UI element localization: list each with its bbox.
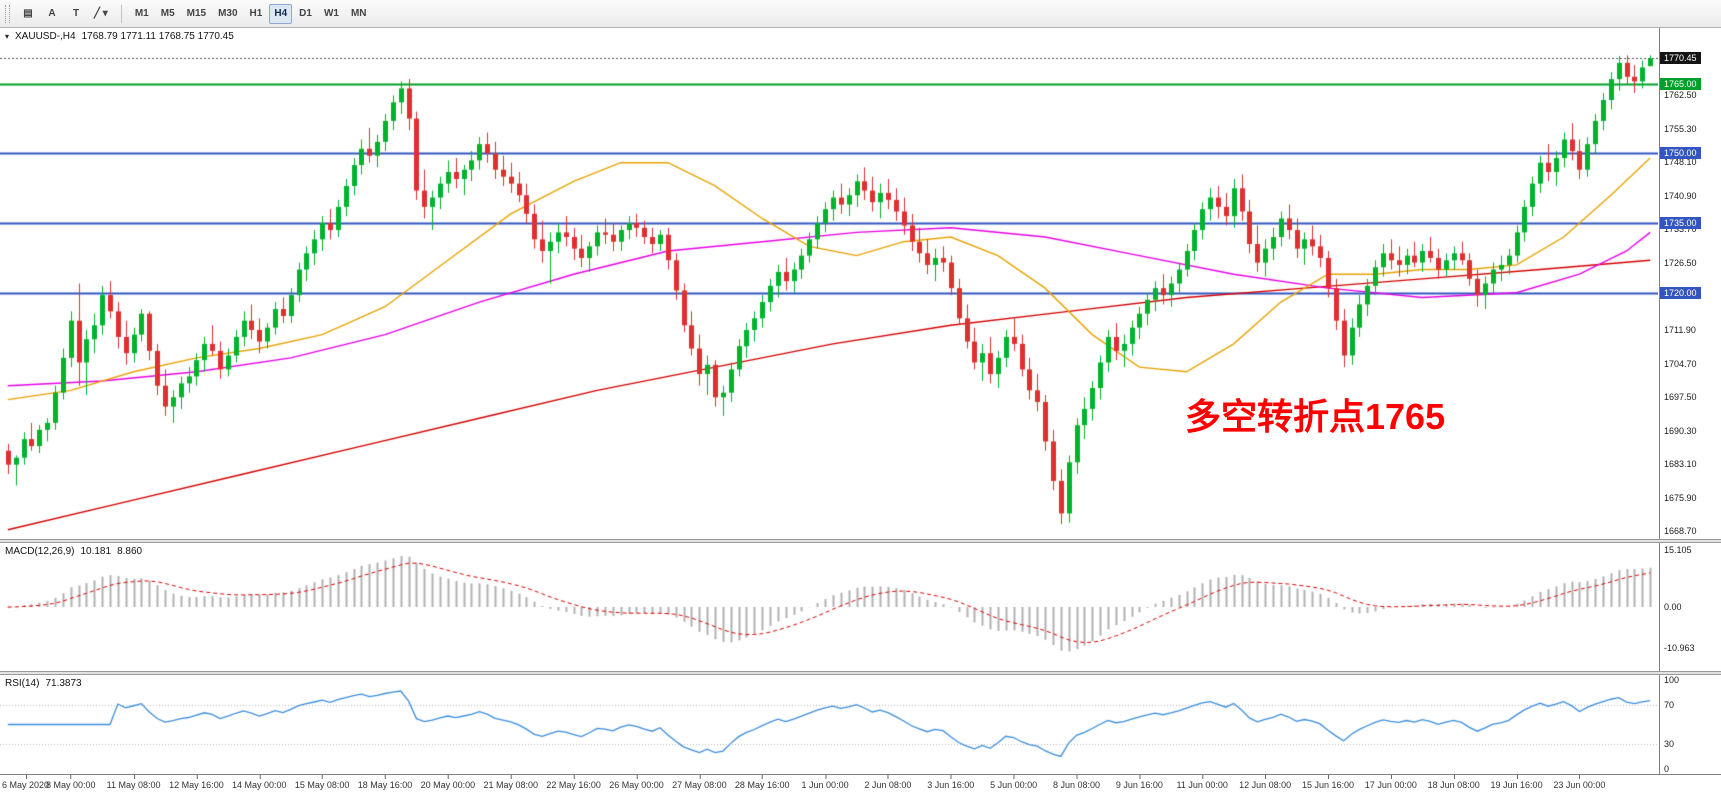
- timeframe-button-w1[interactable]: W1: [323, 8, 339, 19]
- rsi-indicator-pane: RSI(14) 71.3873 100 70 30 0: [0, 675, 1721, 774]
- timeframe-button-m15[interactable]: M15: [186, 8, 207, 19]
- time-axis-label: 8 May 00:00: [45, 775, 96, 790]
- price-tick-label: 1675.90: [1664, 492, 1697, 503]
- time-axis-label: 26 May 00:00: [609, 775, 664, 790]
- price-tick-label: 1668.70: [1664, 526, 1697, 537]
- rsi-axis[interactable]: 100 70 30 0: [1659, 675, 1721, 774]
- time-axis[interactable]: 6 May 2020 8 May 00:00 11 May 08:00 12 May …: [0, 774, 1721, 795]
- rsi-tick-label: 0: [1664, 764, 1670, 774]
- time-axis-label: 15 May 08:00: [294, 775, 350, 790]
- price-tick-label: 1704.70: [1664, 358, 1697, 369]
- macd-tick-label: -10.963: [1664, 643, 1695, 654]
- price-tag-1735.00: 1735.00: [1660, 217, 1701, 230]
- rsi-title: RSI(14) 71.3873: [5, 678, 82, 689]
- time-axis-label: 20 May 00:00: [420, 775, 476, 790]
- price-tick-label: 1711.90: [1664, 325, 1696, 336]
- time-axis-label: 5 Jun 00:00: [990, 775, 1038, 790]
- price-tick-label: 1697.50: [1664, 392, 1697, 403]
- rsi-tick-label: 30: [1664, 739, 1675, 750]
- price-tag-1750.00: 1750.00: [1660, 147, 1701, 160]
- time-axis-label: 11 May 08:00: [106, 775, 161, 790]
- price-chart-canvas[interactable]: [0, 28, 1658, 539]
- price-tick-label: 1755.30: [1664, 123, 1697, 134]
- price-tick-label: 1683.10: [1664, 459, 1697, 470]
- line-studies-icon[interactable]: ╱ ▾: [94, 8, 108, 19]
- price-tick-label: 1726.50: [1664, 257, 1697, 268]
- price-axis[interactable]: 1762.50 1755.30 1748.10 1740.90 1733.70 1726.…: [1659, 28, 1721, 539]
- time-axis-label: 21 May 08:00: [483, 775, 539, 790]
- time-axis-label: 12 May 16:00: [169, 775, 224, 790]
- time-axis-label: 14 May 00:00: [232, 775, 287, 790]
- time-axis-label: 17 Jun 00:00: [1364, 775, 1417, 790]
- toolbar-separator: [120, 4, 122, 23]
- time-axis-label: 11 Jun 00:00: [1176, 775, 1228, 790]
- tool-icon-group: ▤ A T ╱ ▾: [17, 4, 113, 24]
- time-axis-label: 8 Jun 08:00: [1052, 775, 1101, 790]
- time-axis-label: 28 May 16:00: [734, 775, 790, 790]
- price-tag-1770.45: 1770.45: [1660, 52, 1701, 65]
- price-tag-1765.00: 1765.00: [1660, 77, 1701, 90]
- price-tick-label: 1740.90: [1664, 190, 1697, 201]
- timeframe-button-h4[interactable]: H4: [269, 3, 293, 24]
- time-axis-label: 27 May 08:00: [672, 775, 727, 790]
- symbol-dropdown-icon[interactable]: ▾: [5, 32, 10, 41]
- price-chart-pane: ▾ XAUUSD-,H4 1768.79 1771.11 1768.75 177…: [0, 28, 1721, 539]
- timeframe-button-mn[interactable]: MN: [350, 8, 367, 19]
- macd-label: MACD(12,26,9): [5, 546, 75, 557]
- text-label-icon[interactable]: T: [72, 8, 80, 19]
- macd-canvas[interactable]: [0, 543, 1658, 671]
- macd-title: MACD(12,26,9) 10.181 8.860: [5, 546, 142, 557]
- timeframe-button-d1[interactable]: D1: [299, 8, 312, 19]
- time-axis-label: 18 Jun 08:00: [1427, 775, 1480, 790]
- chart-annotation-text: 多空转折点1765: [1185, 396, 1446, 437]
- time-axis-label: 6 May 2020: [2, 775, 50, 790]
- rsi-value: 71.3873: [45, 678, 82, 689]
- time-axis-label: 15 Jun 16:00: [1301, 775, 1354, 790]
- chart-title: ▾ XAUUSD-,H4 1768.79 1771.11 1768.75 177…: [5, 31, 234, 42]
- rsi-tick-label: 70: [1664, 699, 1675, 710]
- rsi-canvas[interactable]: [0, 675, 1658, 774]
- timeframe-button-m1[interactable]: M1: [134, 8, 149, 19]
- time-axis-label: 1 Jun 00:00: [801, 775, 849, 790]
- toolbar-grip[interactable]: [5, 4, 10, 23]
- timeframe-group: M1 M5 M15 M30 H1 H4 D1 W1 MN: [130, 3, 372, 24]
- time-axis-label: 12 Jun 08:00: [1239, 775, 1292, 790]
- macd-axis[interactable]: 15.105 0.00 -10.963: [1659, 543, 1721, 671]
- macd-tick-label: 15.105: [1664, 545, 1692, 556]
- time-axis-label: 18 May 16:00: [357, 775, 413, 790]
- time-axis-label: 22 May 16:00: [546, 775, 601, 790]
- rsi-label: RSI(14): [5, 678, 40, 689]
- price-tick-label: 1690.30: [1664, 425, 1697, 436]
- symbol-timeframe-label: XAUUSD-,H4: [15, 31, 76, 42]
- macd-indicator-pane: MACD(12,26,9) 10.181 8.860 15.105 0.00 -10…: [0, 543, 1721, 671]
- time-axis-label: 3 Jun 16:00: [927, 775, 975, 790]
- rsi-tick-label: 100: [1664, 675, 1680, 685]
- macd-hist-value: 10.181: [80, 546, 112, 557]
- rsi-pane-splitter[interactable]: [0, 671, 1721, 675]
- font-a-icon[interactable]: A: [48, 8, 56, 19]
- time-axis-label: 2 Jun 08:00: [864, 775, 912, 790]
- time-axis-label: 9 Jun 16:00: [1115, 775, 1163, 790]
- timeframe-button-m30[interactable]: M30: [218, 8, 238, 19]
- chart-toolbar: ▤ A T ╱ ▾ M1 M5 M15 M30 H1 H4 D1 W1 MN: [0, 0, 1721, 28]
- time-axis-label: 23 Jun 00:00: [1553, 775, 1606, 790]
- macd-pane-splitter[interactable]: [0, 539, 1721, 543]
- macd-signal-value: 8.860: [117, 546, 143, 557]
- macd-tick-label: 0.00: [1664, 602, 1682, 612]
- timeframe-button-m5[interactable]: M5: [160, 8, 175, 19]
- price-tick-label: 1748.10: [1664, 157, 1697, 168]
- price-tag-1720.00: 1720.00: [1660, 286, 1701, 299]
- price-tick-label: 1733.70: [1664, 224, 1697, 235]
- ohlc-readout: 1768.79 1771.11 1768.75 1770.45: [81, 31, 234, 42]
- price-tick-label: 1762.50: [1664, 90, 1697, 101]
- timeframe-button-h1[interactable]: H1: [249, 8, 263, 19]
- time-axis-label: 19 Jun 16:00: [1490, 775, 1543, 790]
- chart-window-icon[interactable]: ▤: [23, 8, 33, 19]
